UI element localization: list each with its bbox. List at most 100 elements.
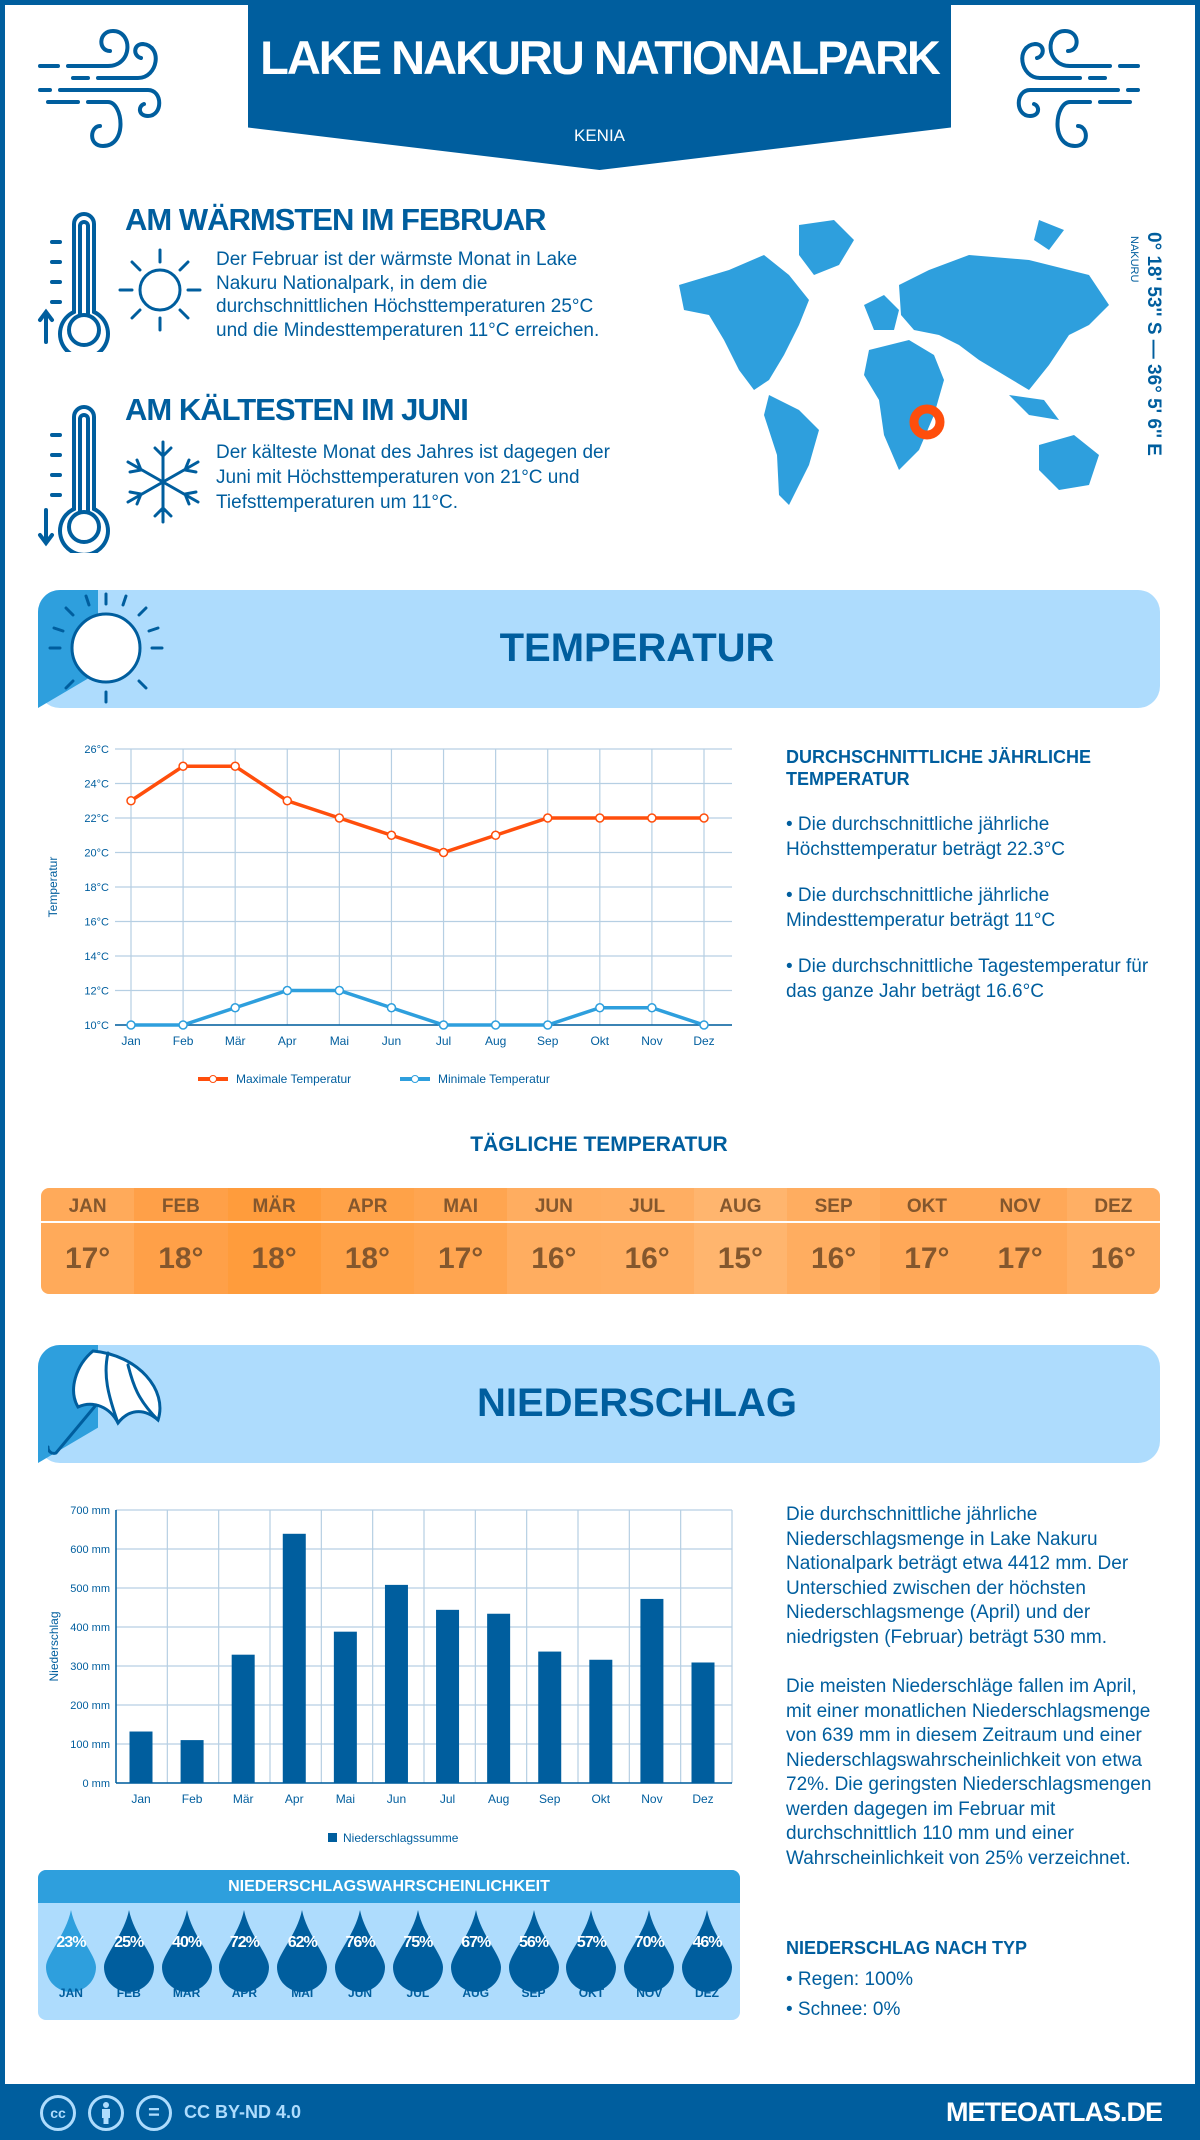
temperature-banner: TEMPERATUR bbox=[38, 590, 1160, 708]
y-axis-label: Temperatur bbox=[46, 857, 60, 918]
x-tick-label: Jul bbox=[436, 1034, 451, 1048]
daily-temp-value: 17° bbox=[64, 1241, 111, 1275]
x-tick-label: Sep bbox=[539, 1792, 561, 1806]
daily-temp-title: TÄGLICHE TEMPERATUR bbox=[470, 1133, 728, 1156]
precip-prob-jun: 76% JUN bbox=[331, 1910, 389, 2000]
data-point bbox=[699, 813, 709, 823]
bar-jul bbox=[436, 1609, 460, 1783]
bar-aug bbox=[487, 1613, 511, 1783]
wind-icon bbox=[1016, 28, 1140, 149]
daily-temp-dez: DEZ 16° bbox=[1066, 1188, 1160, 1294]
x-tick-label: Jan bbox=[131, 1792, 150, 1806]
x-tick-label: Mär bbox=[233, 1792, 254, 1806]
daily-temp-apr: APR 18° bbox=[320, 1188, 414, 1294]
precip-prob-okt: 57% OKT bbox=[562, 1910, 620, 2000]
y-tick-label: 16°C bbox=[84, 917, 109, 929]
annual-daily-text: • Die durchschnittliche Tagestemperatur … bbox=[786, 956, 1149, 1002]
legend-label: Minimale Temperatur bbox=[438, 1072, 550, 1086]
x-tick-label: Okt bbox=[590, 1034, 609, 1048]
x-tick-label: Apr bbox=[278, 1034, 297, 1048]
legend-label: Maximale Temperatur bbox=[236, 1072, 351, 1086]
daily-temp-value: 17° bbox=[904, 1241, 950, 1275]
coldest-text: Der kälteste Monat des Jahres ist dagege… bbox=[216, 442, 610, 513]
data-point bbox=[230, 1003, 240, 1013]
data-point bbox=[126, 796, 136, 806]
bar-jun bbox=[384, 1584, 408, 1783]
legend-label: Niederschlagssumme bbox=[343, 1831, 459, 1845]
bar-mai bbox=[333, 1631, 357, 1783]
bar-sep bbox=[538, 1651, 562, 1783]
x-tick-label: Nov bbox=[641, 1034, 662, 1048]
raindrop-icon bbox=[103, 1910, 154, 1992]
daily-temp-value: 16° bbox=[1090, 1241, 1137, 1275]
y-tick-label: 0 mm bbox=[83, 1778, 111, 1790]
data-point bbox=[438, 1020, 449, 1030]
daily-month-label: OKT bbox=[880, 1188, 974, 1223]
daily-month-label: SEP bbox=[787, 1188, 881, 1223]
precip-probability-panel: NIEDERSCHLAGSWAHRSCHEINLICHKEIT 23% JAN 25… bbox=[38, 1870, 740, 2020]
raindrop-icon bbox=[566, 1910, 617, 1992]
x-tick-label: Jul bbox=[440, 1792, 455, 1806]
y-tick-label: 10°C bbox=[84, 1020, 109, 1032]
precip-prob-month: APR bbox=[231, 1986, 258, 2000]
data-point bbox=[595, 813, 605, 823]
y-tick-label: 24°C bbox=[84, 779, 109, 791]
daily-temp-value: 16° bbox=[624, 1241, 670, 1275]
precip-prob-value: 57% bbox=[576, 1934, 607, 1951]
precip-prob-value: 25% bbox=[114, 1934, 144, 1951]
daily-temp-nov: NOV 17° bbox=[973, 1188, 1067, 1294]
daily-temp-value: 17° bbox=[997, 1241, 1043, 1275]
footer: cc = CC BY-ND 4.0 METEOATLAS.DE bbox=[0, 2084, 1200, 2140]
raindrop-icon bbox=[161, 1910, 212, 1992]
bar-apr bbox=[282, 1533, 306, 1783]
y-tick-label: 26°C bbox=[84, 744, 109, 756]
data-point bbox=[438, 847, 449, 858]
data-point bbox=[490, 1020, 501, 1030]
data-point bbox=[542, 813, 553, 823]
x-tick-label: Jun bbox=[382, 1034, 401, 1048]
precip-prob-month: AUG bbox=[462, 1986, 490, 2000]
precip-prob-month: FEB bbox=[116, 1986, 141, 2000]
data-point bbox=[334, 813, 345, 823]
data-point bbox=[386, 1003, 397, 1013]
annual-max-text: • Die durchschnittliche jährliche Höchst… bbox=[786, 814, 1066, 860]
x-tick-label: Feb bbox=[173, 1034, 194, 1048]
precip-prob-mär: 40% MÄR bbox=[158, 1910, 216, 2000]
license-text: CC BY-ND 4.0 bbox=[184, 2102, 302, 2122]
daily-temp-jul: JUL 16° bbox=[600, 1188, 694, 1294]
precip-type-snow: • Schnee: 0% bbox=[786, 1999, 901, 2020]
legend-swatch bbox=[328, 1833, 337, 1842]
y-tick-label: 400 mm bbox=[70, 1622, 110, 1634]
precip-prob-month: SEP bbox=[521, 1986, 546, 2000]
raindrop-icon bbox=[219, 1910, 270, 1992]
daily-month-label: JUL bbox=[600, 1188, 694, 1223]
precip-type-rain: • Regen: 100% bbox=[786, 1969, 914, 1990]
data-point bbox=[542, 1020, 553, 1030]
umbrella-icon bbox=[48, 1349, 162, 1455]
daily-temp-value: 18° bbox=[158, 1241, 204, 1275]
daily-temp-table: JAN 17° FEB 18° MÄR 18° APR 18° MAI 17° JUN 16° JUL 1… bbox=[41, 1188, 1160, 1294]
data-point bbox=[699, 1020, 709, 1030]
x-tick-label: Mai bbox=[336, 1792, 355, 1806]
location-marker bbox=[909, 404, 945, 440]
series-line-min bbox=[131, 988, 705, 1027]
site-link[interactable]: METEOATLAS.DE bbox=[946, 2097, 1163, 2127]
raindrop-icon bbox=[392, 1910, 443, 1992]
data-point bbox=[595, 1003, 605, 1013]
y-tick-label: 200 mm bbox=[70, 1700, 110, 1712]
y-tick-label: 600 mm bbox=[70, 1544, 110, 1556]
x-tick-label: Sep bbox=[537, 1034, 559, 1048]
precip-prob-month: OKT bbox=[578, 1986, 605, 2000]
raindrop-icon bbox=[682, 1910, 733, 1992]
precip-prob-aug: 67% AUG bbox=[447, 1910, 505, 2000]
precip-prob-month: MAI bbox=[291, 1986, 314, 2000]
cc-icon: cc bbox=[40, 2095, 76, 2131]
bar-okt bbox=[589, 1659, 613, 1783]
raindrop-icon bbox=[277, 1910, 328, 1992]
world-map bbox=[679, 220, 1109, 505]
precip-prob-month: NOV bbox=[636, 1986, 663, 2000]
precip-prob-apr: 72% APR bbox=[215, 1910, 273, 2000]
x-tick-label: Jan bbox=[121, 1034, 140, 1048]
data-point bbox=[490, 830, 501, 840]
country-subtitle: KENIA bbox=[573, 126, 626, 145]
